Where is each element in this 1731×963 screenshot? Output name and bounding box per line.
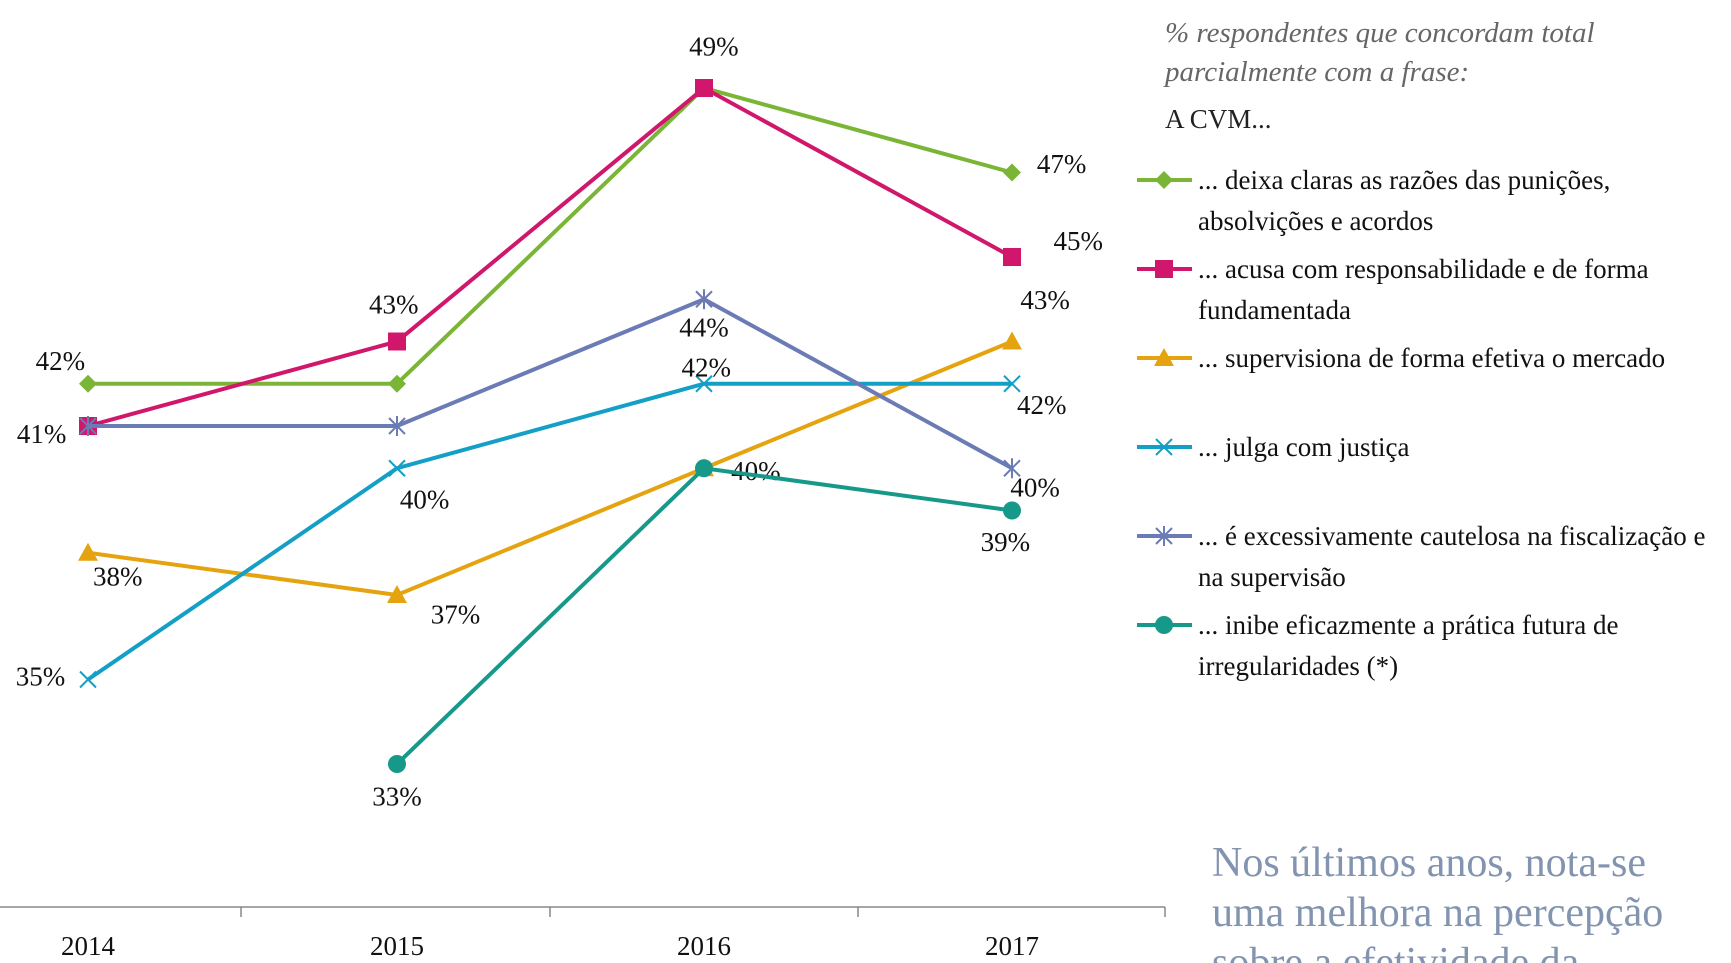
- data-label: 40%: [731, 456, 781, 486]
- data-label: 35%: [16, 662, 66, 692]
- marker: [388, 459, 406, 477]
- marker: [695, 79, 713, 97]
- legend-title: % respondentes que concordam total: [1165, 17, 1595, 49]
- x-tick-label: 2015: [370, 931, 424, 961]
- data-label: 49%: [689, 32, 739, 62]
- line: [87, 85, 1013, 428]
- marker: [695, 375, 713, 393]
- marker: [1003, 163, 1021, 182]
- marker: [388, 755, 406, 773]
- legend-label: ... inibe eficazmente a prática futura d…: [1198, 610, 1619, 681]
- marker: [388, 374, 406, 393]
- line: [87, 339, 1013, 598]
- annotation: Nos últimos anos, nota-se: [1212, 840, 1646, 886]
- marker: [695, 459, 713, 478]
- line: [395, 466, 1013, 766]
- legend-label: ... supervisiona de forma efetiva o merc…: [1198, 343, 1666, 373]
- marker: [79, 416, 97, 436]
- x-tick-label: 2016: [677, 931, 731, 961]
- marker: [1003, 248, 1021, 266]
- legend-subtitle: A CVM...: [1165, 104, 1272, 134]
- marker: [1003, 458, 1021, 479]
- data-label: 39%: [981, 527, 1031, 557]
- marker: [1002, 331, 1022, 350]
- marker: [388, 332, 406, 351]
- legend-label: ... acusa com responsabilidade e de form…: [1198, 254, 1649, 325]
- data-label: 47%: [1037, 149, 1087, 179]
- series: [79, 79, 1021, 435]
- annotation: sobre a efetividade da: [1212, 940, 1580, 963]
- series: [78, 331, 1022, 603]
- data-label: 38%: [93, 561, 143, 591]
- legend-label: ... deixa claras as razões das punições,…: [1198, 165, 1611, 236]
- data-label: 42%: [1017, 390, 1067, 420]
- data-label: 42%: [36, 346, 86, 376]
- legend-marker: [1155, 438, 1173, 456]
- series: [79, 79, 1021, 393]
- marker: [1003, 375, 1021, 393]
- line: [88, 85, 1013, 386]
- data-label: 40%: [400, 485, 450, 515]
- x-tick-label: 2017: [985, 931, 1039, 961]
- marker: [79, 670, 97, 689]
- marker: [388, 416, 406, 436]
- data-label: 40%: [1010, 473, 1060, 503]
- marker: [79, 374, 97, 393]
- legend-marker: [1155, 260, 1173, 278]
- data-label: 45%: [1053, 226, 1103, 256]
- x-tick-label: 2014: [61, 931, 116, 961]
- data-label: 33%: [372, 782, 422, 812]
- legend-marker: [1155, 171, 1173, 189]
- legend-label: ... é excessivamente cautelosa na fiscal…: [1198, 521, 1706, 592]
- data-label: 43%: [1020, 285, 1070, 315]
- data-label: 41%: [17, 419, 67, 449]
- data-label: 37%: [431, 599, 481, 629]
- marker: [695, 289, 713, 310]
- legend-marker: [1155, 616, 1173, 634]
- data-label: 43%: [369, 289, 419, 319]
- line: [88, 297, 1013, 471]
- data-label: 42%: [681, 353, 731, 383]
- series: [79, 289, 1021, 479]
- marker: [387, 585, 407, 603]
- marker: [1003, 501, 1021, 520]
- legend-title: parcialmente com a frase:: [1165, 56, 1470, 88]
- data-label: 44%: [679, 312, 729, 342]
- annotation: uma melhora na percepção: [1212, 890, 1664, 936]
- legend-marker: [1154, 348, 1174, 366]
- series: [388, 459, 1021, 773]
- legend-marker: [1155, 526, 1173, 546]
- legend-label: ... julga com justiça: [1198, 432, 1410, 462]
- marker: [78, 542, 98, 561]
